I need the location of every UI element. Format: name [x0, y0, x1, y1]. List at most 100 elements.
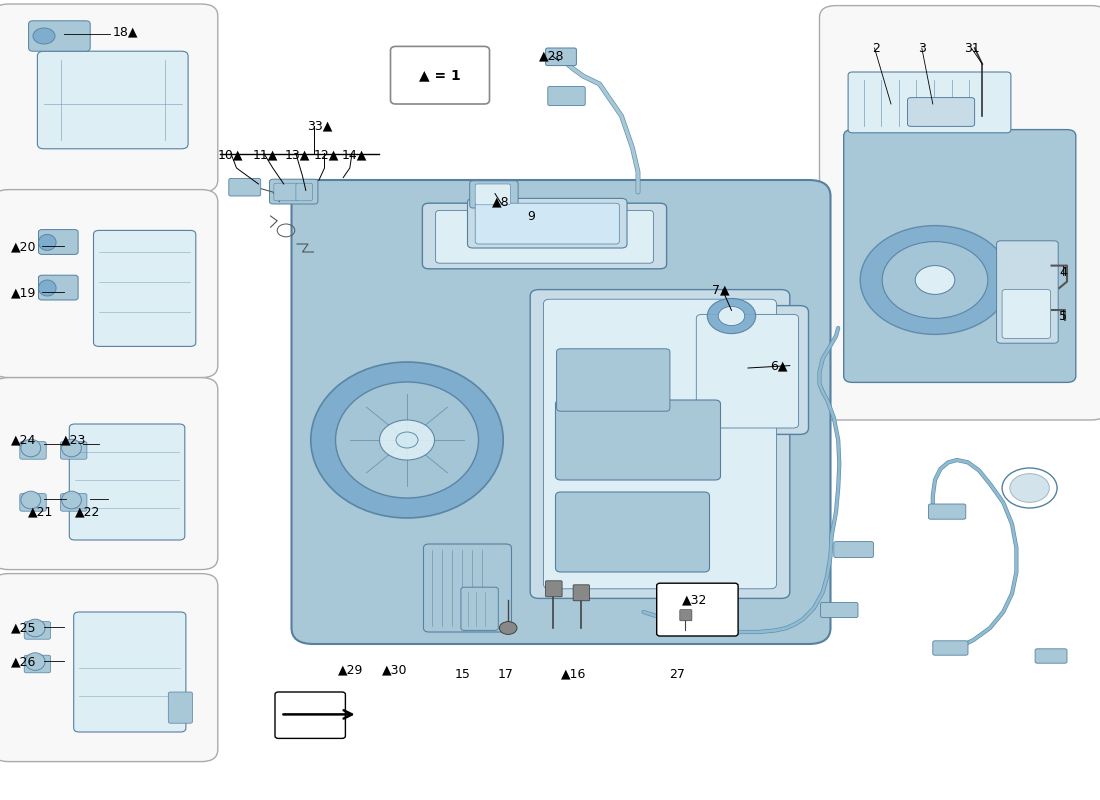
Text: ▲24: ▲24 [11, 434, 36, 446]
Text: ▲22: ▲22 [75, 506, 100, 518]
FancyBboxPatch shape [821, 602, 858, 618]
FancyBboxPatch shape [933, 641, 968, 655]
FancyBboxPatch shape [39, 275, 78, 300]
FancyBboxPatch shape [60, 442, 87, 459]
FancyBboxPatch shape [274, 183, 297, 201]
Text: eurospares: eurospares [323, 290, 777, 510]
Ellipse shape [25, 653, 45, 670]
FancyBboxPatch shape [475, 203, 619, 244]
FancyBboxPatch shape [74, 612, 186, 732]
Text: 3: 3 [918, 42, 926, 54]
FancyBboxPatch shape [0, 190, 218, 378]
FancyBboxPatch shape [530, 290, 790, 598]
FancyBboxPatch shape [390, 46, 490, 104]
FancyBboxPatch shape [229, 178, 261, 196]
Circle shape [499, 622, 517, 634]
FancyBboxPatch shape [24, 655, 51, 673]
Text: 2: 2 [872, 42, 880, 54]
Text: 7▲: 7▲ [712, 284, 729, 297]
FancyBboxPatch shape [546, 581, 562, 597]
Text: ▲32: ▲32 [682, 594, 707, 606]
Circle shape [1010, 474, 1049, 502]
Text: ▲19: ▲19 [11, 286, 36, 299]
FancyBboxPatch shape [24, 622, 51, 639]
Circle shape [860, 226, 1010, 334]
FancyBboxPatch shape [470, 181, 518, 208]
FancyBboxPatch shape [275, 692, 345, 738]
Circle shape [707, 298, 756, 334]
Circle shape [33, 28, 55, 44]
Text: ▲23: ▲23 [60, 434, 86, 446]
Text: 6▲: 6▲ [770, 359, 788, 372]
Ellipse shape [62, 491, 81, 509]
Text: ▲16: ▲16 [561, 668, 586, 681]
FancyBboxPatch shape [928, 504, 966, 519]
FancyBboxPatch shape [680, 610, 692, 621]
Circle shape [718, 306, 745, 326]
FancyBboxPatch shape [556, 492, 710, 572]
Text: 15: 15 [454, 668, 470, 681]
FancyBboxPatch shape [686, 306, 808, 434]
FancyBboxPatch shape [0, 574, 218, 762]
Circle shape [379, 420, 434, 460]
FancyBboxPatch shape [424, 544, 512, 632]
Text: 5: 5 [1059, 310, 1067, 322]
Ellipse shape [336, 382, 478, 498]
Text: ▲29: ▲29 [338, 663, 363, 676]
FancyBboxPatch shape [29, 21, 90, 51]
Text: 31: 31 [964, 42, 979, 54]
Text: ▲30: ▲30 [382, 663, 407, 676]
FancyBboxPatch shape [834, 542, 873, 558]
FancyBboxPatch shape [60, 494, 87, 511]
Text: 13▲: 13▲ [285, 149, 310, 162]
Ellipse shape [21, 439, 41, 457]
FancyBboxPatch shape [20, 442, 46, 459]
FancyBboxPatch shape [296, 183, 312, 201]
FancyBboxPatch shape [848, 72, 1011, 133]
FancyBboxPatch shape [422, 203, 667, 269]
Ellipse shape [25, 619, 45, 637]
FancyBboxPatch shape [0, 4, 218, 192]
Ellipse shape [21, 491, 41, 509]
Text: ▲21: ▲21 [28, 506, 53, 518]
FancyBboxPatch shape [436, 210, 653, 263]
FancyBboxPatch shape [475, 184, 510, 205]
FancyBboxPatch shape [20, 494, 46, 511]
Circle shape [915, 266, 955, 294]
FancyBboxPatch shape [0, 378, 218, 570]
FancyBboxPatch shape [997, 241, 1058, 343]
Ellipse shape [39, 234, 56, 250]
FancyBboxPatch shape [270, 179, 318, 204]
FancyBboxPatch shape [543, 299, 777, 589]
FancyBboxPatch shape [844, 130, 1076, 382]
Text: 11▲: 11▲ [253, 149, 278, 162]
FancyBboxPatch shape [1035, 649, 1067, 663]
Text: 17: 17 [497, 668, 513, 681]
FancyBboxPatch shape [168, 692, 192, 723]
FancyBboxPatch shape [657, 583, 738, 636]
FancyBboxPatch shape [39, 230, 78, 254]
FancyBboxPatch shape [468, 198, 627, 248]
FancyBboxPatch shape [696, 314, 799, 428]
FancyBboxPatch shape [461, 587, 498, 630]
Text: 4: 4 [1059, 266, 1067, 278]
Ellipse shape [310, 362, 504, 518]
FancyBboxPatch shape [292, 180, 830, 644]
Text: ▲25: ▲25 [11, 622, 36, 634]
FancyBboxPatch shape [820, 6, 1100, 420]
FancyBboxPatch shape [94, 230, 196, 346]
FancyBboxPatch shape [69, 424, 185, 540]
Circle shape [882, 242, 988, 318]
FancyBboxPatch shape [908, 98, 975, 126]
Text: ▲28: ▲28 [539, 50, 564, 62]
FancyBboxPatch shape [556, 400, 720, 480]
Text: 27: 27 [669, 668, 684, 681]
Text: 9: 9 [527, 210, 535, 222]
Text: 10▲: 10▲ [218, 149, 243, 162]
Text: ▲26: ▲26 [11, 655, 36, 668]
Text: ▲8: ▲8 [492, 195, 509, 208]
Text: 33▲: 33▲ [307, 119, 332, 132]
Ellipse shape [39, 280, 56, 296]
Ellipse shape [62, 439, 81, 457]
Text: ▲ = 1: ▲ = 1 [419, 68, 461, 82]
